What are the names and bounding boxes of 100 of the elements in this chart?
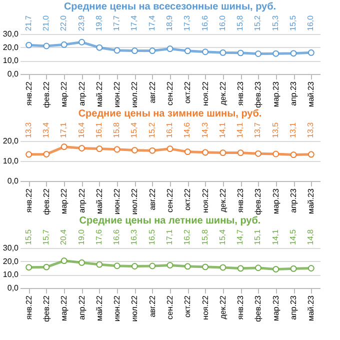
x-tick-label: апр.22 <box>77 294 86 320</box>
x-tick-label: июн.22 <box>112 80 122 108</box>
point <box>290 50 297 57</box>
x-tick-label: ноя.22 <box>200 80 210 106</box>
data-label: 16,1 <box>94 122 104 138</box>
point <box>114 262 120 270</box>
y-tick-label: 0,0 <box>7 70 20 78</box>
data-label: 16,5 <box>147 228 156 245</box>
data-label: 15,2 <box>147 122 156 138</box>
point <box>290 152 297 158</box>
data-label: 15,8 <box>200 228 210 245</box>
x-tick-label: окт.22 <box>183 80 192 104</box>
x-tick-label: сен.22 <box>166 80 174 106</box>
data-label: 17,1 <box>59 122 68 138</box>
x-tick-label: май.23 <box>306 294 316 322</box>
point <box>237 265 244 272</box>
x-tick-label: июн.22 <box>112 188 122 215</box>
data-label: 18,9 <box>165 14 174 31</box>
data-label: 14,5 <box>288 228 298 245</box>
data-label: 17,3 <box>182 14 192 31</box>
chart-title: Средние цены на летние шины, руб. <box>79 215 261 226</box>
point <box>220 49 226 56</box>
x-tick-label: июл.22 <box>130 80 140 108</box>
point <box>131 146 138 154</box>
point <box>237 50 244 56</box>
point <box>254 150 262 157</box>
data-label: 13,7 <box>253 122 262 138</box>
x-tick-label: мар.23 <box>271 188 280 214</box>
point <box>96 261 103 268</box>
data-label: 17,7 <box>112 14 122 31</box>
x-tick-label: ноя.22 <box>200 188 210 213</box>
data-label: 16,1 <box>165 122 174 138</box>
x-tick-label: фев.22 <box>42 188 51 215</box>
data-label: 13,3 <box>306 122 316 138</box>
point <box>272 150 280 158</box>
point <box>78 38 86 46</box>
data-label: 21,0 <box>41 14 50 31</box>
data-label: 13,5 <box>270 122 280 138</box>
point <box>43 264 50 270</box>
x-tick-label: фев.23 <box>254 80 263 108</box>
data-label: 13,4 <box>41 122 50 138</box>
data-label: 16,0 <box>306 14 316 31</box>
point <box>184 148 191 156</box>
data-label: 13,1 <box>288 122 298 138</box>
point <box>184 48 191 54</box>
point <box>149 48 156 54</box>
x-tick-label: ноя.22 <box>200 294 210 320</box>
x-tick-label: окт.22 <box>183 294 192 318</box>
x-tick-label: мар.22 <box>60 188 69 214</box>
data-label: 17,4 <box>147 14 156 31</box>
x-tick-label: июн.22 <box>112 294 122 322</box>
x-tick-label: мар.23 <box>271 80 280 108</box>
data-label: 14,3 <box>200 122 210 138</box>
x-tick-label: апр.23 <box>289 80 298 106</box>
data-label: 14,1 <box>270 228 280 245</box>
y-tick-label: 20,0 <box>2 136 20 146</box>
x-tick-label: сен.22 <box>166 188 174 212</box>
data-label: 23,9 <box>76 14 86 31</box>
data-label: 20,4 <box>59 228 68 245</box>
point <box>26 42 32 48</box>
x-tick-label: дек.22 <box>218 188 228 212</box>
x-tick-label: июл.22 <box>130 188 140 215</box>
data-label: 16,2 <box>182 228 192 245</box>
data-label: 16,6 <box>200 14 210 31</box>
x-tick-label: май.22 <box>94 188 104 214</box>
point <box>308 151 314 158</box>
data-label: 16,6 <box>112 228 122 245</box>
data-label: 14,1 <box>236 122 245 138</box>
x-tick-label: авг.22 <box>148 80 157 104</box>
point <box>272 50 280 57</box>
x-tick-label: янв.22 <box>24 294 34 320</box>
y-tick-label: 10,0 <box>2 56 20 66</box>
x-tick-label: дек.22 <box>218 294 228 320</box>
point <box>202 149 209 156</box>
data-label: 15,5 <box>24 228 33 245</box>
data-label: 14,7 <box>236 228 245 245</box>
data-label: 15,5 <box>288 14 298 31</box>
point <box>114 146 120 153</box>
y-tick-label: 20,0 <box>2 256 20 266</box>
x-tick-label: янв.23 <box>236 188 246 213</box>
point <box>272 266 280 272</box>
point <box>131 263 138 270</box>
data-label: 15,8 <box>236 14 245 31</box>
data-label: 19,8 <box>94 14 104 31</box>
data-label: 22,0 <box>59 14 68 31</box>
data-label: 15,8 <box>112 122 122 138</box>
x-tick-label: май.22 <box>94 294 104 322</box>
point <box>149 262 156 270</box>
data-label: 16,0 <box>218 14 227 31</box>
x-tick-label: апр.22 <box>77 80 86 106</box>
point <box>149 147 156 154</box>
x-tick-label: янв.22 <box>24 188 34 213</box>
x-tick-label: сен.22 <box>166 294 174 320</box>
point <box>78 144 86 152</box>
x-tick-label: апр.23 <box>289 188 298 213</box>
point <box>96 44 103 51</box>
point <box>166 262 174 268</box>
point <box>166 46 174 52</box>
point <box>237 150 244 156</box>
point <box>60 144 68 150</box>
